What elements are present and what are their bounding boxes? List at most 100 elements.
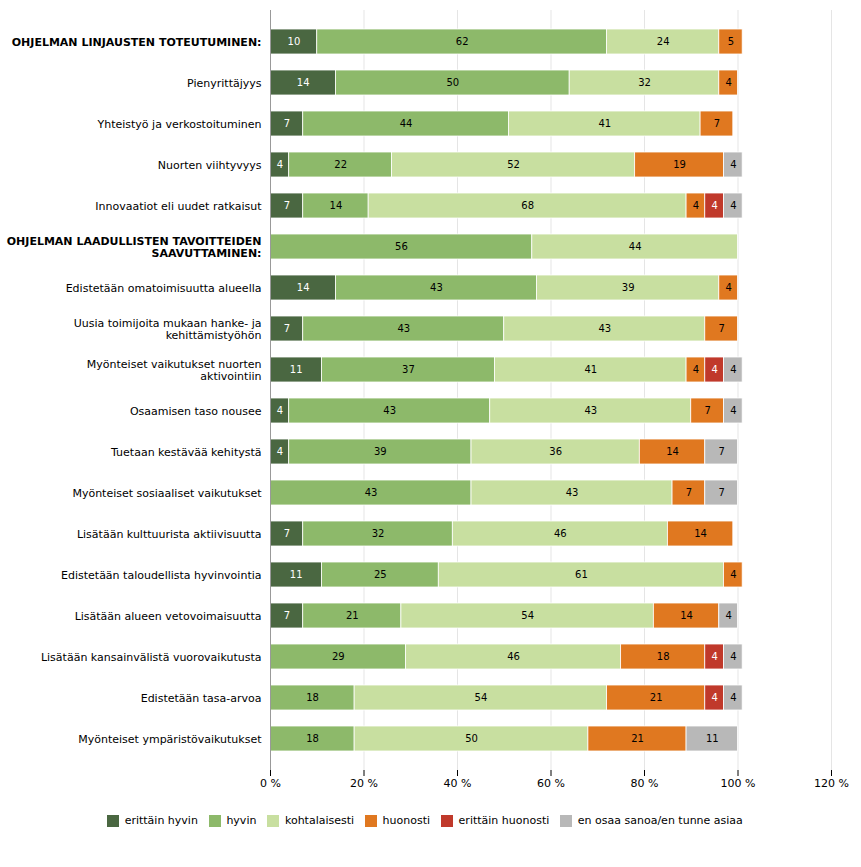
svg-text:7: 7 <box>284 610 290 621</box>
svg-text:4: 4 <box>725 610 731 621</box>
svg-text:OHJELMAN LINJAUSTEN TOTEUTUMIN: OHJELMAN LINJAUSTEN TOTEUTUMINEN: <box>12 36 262 49</box>
svg-text:10: 10 <box>288 36 301 47</box>
svg-text:OHJELMAN LAADULLISTEN TAVOITTE: OHJELMAN LAADULLISTEN TAVOITTEIDENSAAVUT… <box>7 235 262 260</box>
svg-text:52: 52 <box>507 159 520 170</box>
svg-text:4: 4 <box>693 200 699 211</box>
svg-text:7: 7 <box>718 487 724 498</box>
svg-text:4: 4 <box>711 364 717 375</box>
svg-text:14: 14 <box>666 446 679 457</box>
svg-text:7: 7 <box>284 528 290 539</box>
svg-text:Myönteiset vaikutukset nuorten: Myönteiset vaikutukset nuortenaktivointi… <box>87 358 262 383</box>
svg-text:11: 11 <box>290 364 303 375</box>
svg-text:25: 25 <box>374 569 387 580</box>
svg-text:46: 46 <box>554 528 567 539</box>
svg-text:4: 4 <box>730 364 736 375</box>
svg-text:4: 4 <box>725 282 731 293</box>
svg-text:100 %: 100 % <box>721 777 756 790</box>
svg-text:24: 24 <box>657 36 670 47</box>
svg-text:4: 4 <box>277 446 283 457</box>
svg-text:22: 22 <box>334 159 347 170</box>
svg-text:7: 7 <box>284 118 290 129</box>
svg-text:Edistetään omatoimisuutta alue: Edistetään omatoimisuutta alueella <box>66 282 262 295</box>
svg-text:4: 4 <box>711 651 717 662</box>
svg-text:4: 4 <box>730 651 736 662</box>
svg-text:50: 50 <box>446 77 459 88</box>
svg-text:41: 41 <box>598 118 611 129</box>
svg-text:46: 46 <box>507 651 520 662</box>
svg-text:4: 4 <box>730 569 736 580</box>
svg-text:37: 37 <box>402 364 415 375</box>
svg-text:Tuetaan kestävää kehitystä: Tuetaan kestävää kehitystä <box>110 446 261 459</box>
svg-text:44: 44 <box>400 118 413 129</box>
svg-text:29: 29 <box>332 651 345 662</box>
svg-text:39: 39 <box>622 282 635 293</box>
svg-text:Uusia toimijoita mukaan hanke-: Uusia toimijoita mukaan hanke- jakehittä… <box>74 317 262 342</box>
svg-text:56: 56 <box>395 241 408 252</box>
svg-text:4: 4 <box>725 77 731 88</box>
svg-text:19: 19 <box>673 159 686 170</box>
svg-text:21: 21 <box>650 692 663 703</box>
svg-text:40 %: 40 % <box>444 777 472 790</box>
svg-text:54: 54 <box>475 692 488 703</box>
svg-text:120 %: 120 % <box>814 777 849 790</box>
svg-text:20 %: 20 % <box>350 777 378 790</box>
svg-text:43: 43 <box>598 323 611 334</box>
svg-text:4: 4 <box>730 692 736 703</box>
svg-text:7: 7 <box>718 323 724 334</box>
svg-text:7: 7 <box>704 405 710 416</box>
svg-text:18: 18 <box>306 733 319 744</box>
svg-text:14: 14 <box>694 528 707 539</box>
svg-text:Pienyrittäjyys: Pienyrittäjyys <box>187 77 262 90</box>
svg-text:36: 36 <box>549 446 562 457</box>
svg-text:4: 4 <box>730 200 736 211</box>
svg-text:Lisätään kansainvälistä vuorov: Lisätään kansainvälistä vuorovaikutusta <box>41 651 262 664</box>
svg-text:7: 7 <box>718 446 724 457</box>
svg-text:43: 43 <box>365 487 378 498</box>
svg-text:14: 14 <box>297 282 310 293</box>
svg-text:4: 4 <box>277 405 283 416</box>
svg-text:14: 14 <box>297 77 310 88</box>
svg-text:68: 68 <box>521 200 534 211</box>
svg-text:32: 32 <box>372 528 385 539</box>
svg-text:5: 5 <box>728 36 734 47</box>
svg-text:41: 41 <box>584 364 597 375</box>
svg-text:11: 11 <box>706 733 719 744</box>
svg-text:Yhteistyö ja verkostoituminen: Yhteistyö ja verkostoituminen <box>96 118 261 131</box>
svg-text:44: 44 <box>629 241 642 252</box>
svg-text:11: 11 <box>290 569 303 580</box>
svg-text:Osaamisen taso nousee: Osaamisen taso nousee <box>130 405 262 418</box>
svg-text:43: 43 <box>584 405 597 416</box>
svg-text:43: 43 <box>566 487 579 498</box>
svg-text:14: 14 <box>680 610 693 621</box>
svg-text:Edistetään tasa-arvoa: Edistetään tasa-arvoa <box>141 692 262 705</box>
svg-text:Edistetään taloudellista hyvin: Edistetään taloudellista hyvinvointia <box>61 569 261 582</box>
svg-text:60 %: 60 % <box>537 777 565 790</box>
svg-text:7: 7 <box>284 200 290 211</box>
svg-text:21: 21 <box>631 733 644 744</box>
svg-text:4: 4 <box>277 159 283 170</box>
svg-text:39: 39 <box>374 446 387 457</box>
svg-text:4: 4 <box>730 405 736 416</box>
svg-text:4: 4 <box>730 159 736 170</box>
svg-text:18: 18 <box>657 651 670 662</box>
svg-text:Myönteiset sosiaaliset vaikutu: Myönteiset sosiaaliset vaikutukset <box>72 487 262 500</box>
svg-text:18: 18 <box>306 692 319 703</box>
svg-text:Lisätään alueen vetovoimaisuut: Lisätään alueen vetovoimaisuutta <box>75 610 262 623</box>
svg-text:Nuorten viihtyvyys: Nuorten viihtyvyys <box>158 159 262 172</box>
svg-text:43: 43 <box>430 282 443 293</box>
svg-text:0 %: 0 % <box>260 777 281 790</box>
svg-text:4: 4 <box>693 364 699 375</box>
svg-text:43: 43 <box>383 405 396 416</box>
svg-text:Myönteiset ympäristövaikutukse: Myönteiset ympäristövaikutukset <box>78 733 262 746</box>
svg-text:54: 54 <box>521 610 534 621</box>
svg-text:7: 7 <box>714 118 720 129</box>
svg-text:32: 32 <box>638 77 651 88</box>
svg-text:Lisätään kulttuurista aktiivis: Lisätään kulttuurista aktiivisuutta <box>77 528 262 541</box>
svg-text:14: 14 <box>330 200 343 211</box>
svg-text:43: 43 <box>397 323 410 334</box>
svg-text:Innovaatiot eli uudet ratkaisu: Innovaatiot eli uudet ratkaisut <box>95 200 262 213</box>
svg-text:62: 62 <box>456 36 469 47</box>
svg-text:4: 4 <box>711 692 717 703</box>
svg-text:7: 7 <box>284 323 290 334</box>
svg-text:50: 50 <box>465 733 478 744</box>
